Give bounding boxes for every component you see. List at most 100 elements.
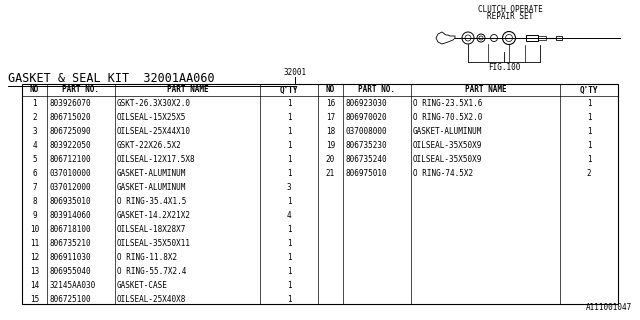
Text: 806735230: 806735230 (345, 140, 387, 149)
Text: 806955040: 806955040 (49, 267, 91, 276)
Text: 803922050: 803922050 (49, 140, 91, 149)
Text: 806923030: 806923030 (345, 99, 387, 108)
Text: O RING-70.5X2.0: O RING-70.5X2.0 (413, 113, 483, 122)
Text: GASKET-ALUMINUM: GASKET-ALUMINUM (413, 126, 483, 135)
Text: GSKT-26.3X30X2.0: GSKT-26.3X30X2.0 (117, 99, 191, 108)
Text: 1: 1 (287, 267, 291, 276)
Text: PART NO.: PART NO. (63, 85, 99, 94)
Text: 1: 1 (287, 252, 291, 261)
Text: OILSEAL-18X28X7: OILSEAL-18X28X7 (117, 225, 186, 234)
Text: 10: 10 (30, 225, 39, 234)
Text: GSKT-22X26.5X2: GSKT-22X26.5X2 (117, 140, 182, 149)
Text: 4: 4 (287, 211, 291, 220)
Text: 21: 21 (326, 169, 335, 178)
Text: 1: 1 (287, 140, 291, 149)
Text: O RING-35.4X1.5: O RING-35.4X1.5 (117, 196, 186, 205)
Text: Q'TY: Q'TY (280, 85, 298, 94)
Text: 1: 1 (287, 169, 291, 178)
Text: OILSEAL-35X50X11: OILSEAL-35X50X11 (117, 238, 191, 247)
Text: 32145AA030: 32145AA030 (49, 281, 95, 290)
Text: 806735240: 806735240 (345, 155, 387, 164)
Text: 1: 1 (587, 113, 591, 122)
Text: 806935010: 806935010 (49, 196, 91, 205)
Text: 11: 11 (30, 238, 39, 247)
Text: PART NO.: PART NO. (358, 85, 396, 94)
Text: 9: 9 (32, 211, 37, 220)
Bar (538, 36, 546, 40)
Text: 16: 16 (326, 99, 335, 108)
Text: O RING-55.7X2.4: O RING-55.7X2.4 (117, 267, 186, 276)
Text: 2: 2 (32, 113, 37, 122)
Text: 806911030: 806911030 (49, 252, 91, 261)
Text: 806725090: 806725090 (49, 126, 91, 135)
Text: 803926070: 803926070 (49, 99, 91, 108)
Text: 8: 8 (32, 196, 37, 205)
Text: 037010000: 037010000 (49, 169, 91, 178)
Polygon shape (436, 32, 455, 44)
Text: 15: 15 (30, 294, 39, 303)
Text: OILSEAL-35X50X9: OILSEAL-35X50X9 (413, 140, 483, 149)
Text: 1: 1 (287, 196, 291, 205)
Text: 1: 1 (287, 113, 291, 122)
Text: 806715020: 806715020 (49, 113, 91, 122)
Text: 1: 1 (287, 225, 291, 234)
Bar (526, 35, 538, 41)
Text: 2: 2 (587, 169, 591, 178)
Text: 1: 1 (587, 99, 591, 108)
Text: PART NAME: PART NAME (465, 85, 506, 94)
Text: NO: NO (30, 85, 39, 94)
Text: 13: 13 (30, 267, 39, 276)
Text: GASKET-ALUMINUM: GASKET-ALUMINUM (117, 182, 186, 191)
Text: OILSEAL-35X50X9: OILSEAL-35X50X9 (413, 155, 483, 164)
Text: 1: 1 (287, 126, 291, 135)
Text: OILSEAL-15X25X5: OILSEAL-15X25X5 (117, 113, 186, 122)
Text: GASKET-14.2X21X2: GASKET-14.2X21X2 (117, 211, 191, 220)
Text: 1: 1 (287, 238, 291, 247)
Text: 32001: 32001 (284, 68, 307, 77)
Text: 12: 12 (30, 252, 39, 261)
Text: 3: 3 (287, 182, 291, 191)
Text: 1: 1 (287, 281, 291, 290)
Text: PART NAME: PART NAME (166, 85, 208, 94)
Text: 037008000: 037008000 (345, 126, 387, 135)
Text: GASKET & SEAL KIT  32001AA060: GASKET & SEAL KIT 32001AA060 (8, 72, 214, 85)
Text: O RING-74.5X2: O RING-74.5X2 (413, 169, 473, 178)
Text: 1: 1 (587, 140, 591, 149)
Text: OILSEAL-12X17.5X8: OILSEAL-12X17.5X8 (117, 155, 196, 164)
Text: 3: 3 (32, 126, 37, 135)
Text: 806712100: 806712100 (49, 155, 91, 164)
Text: 1: 1 (287, 294, 291, 303)
Text: Q'TY: Q'TY (580, 85, 598, 94)
Text: O RING-23.5X1.6: O RING-23.5X1.6 (413, 99, 483, 108)
Text: 1: 1 (587, 155, 591, 164)
Text: OILSEAL-25X40X8: OILSEAL-25X40X8 (117, 294, 186, 303)
Text: 803914060: 803914060 (49, 211, 91, 220)
Text: 14: 14 (30, 281, 39, 290)
Text: GASKET-CASE: GASKET-CASE (117, 281, 168, 290)
Text: 19: 19 (326, 140, 335, 149)
Text: GASKET-ALUMINUM: GASKET-ALUMINUM (117, 169, 186, 178)
Text: 4: 4 (32, 140, 37, 149)
Text: 7: 7 (32, 182, 37, 191)
Text: 037012000: 037012000 (49, 182, 91, 191)
Text: 6: 6 (32, 169, 37, 178)
Text: 806735210: 806735210 (49, 238, 91, 247)
Text: O RING-11.8X2: O RING-11.8X2 (117, 252, 177, 261)
Text: 806725100: 806725100 (49, 294, 91, 303)
Text: 1: 1 (287, 155, 291, 164)
Text: A111001047: A111001047 (586, 303, 632, 312)
Text: CLUTCH OPERATE: CLUTCH OPERATE (477, 5, 542, 14)
Text: FIG.100: FIG.100 (488, 63, 520, 72)
Text: OILSEAL-25X44X10: OILSEAL-25X44X10 (117, 126, 191, 135)
Text: 18: 18 (326, 126, 335, 135)
Text: 17: 17 (326, 113, 335, 122)
Text: 20: 20 (326, 155, 335, 164)
Bar (556, 36, 562, 40)
Text: 806975010: 806975010 (345, 169, 387, 178)
Text: 1: 1 (587, 126, 591, 135)
Text: 5: 5 (32, 155, 37, 164)
Text: REPAIR SET: REPAIR SET (487, 12, 533, 21)
Text: 806970020: 806970020 (345, 113, 387, 122)
Text: 1: 1 (32, 99, 37, 108)
Text: NO: NO (326, 85, 335, 94)
